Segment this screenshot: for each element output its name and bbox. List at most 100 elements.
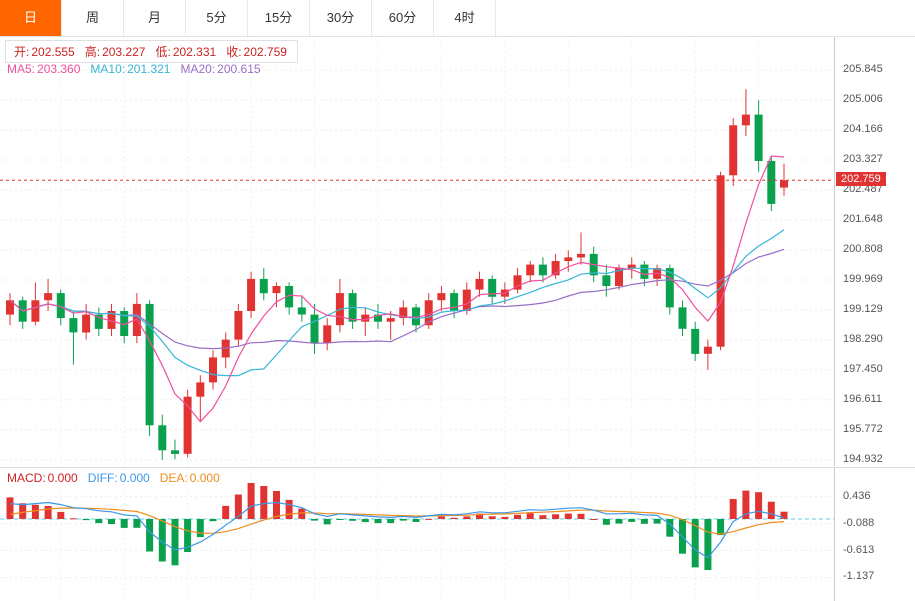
macd-histogram-bar <box>780 511 788 519</box>
interval-tabbar: 日 周 月 5分 15分 30分 60分 4时 <box>0 0 915 37</box>
diff-value: 0.000 <box>119 471 150 485</box>
tab-4hour[interactable]: 4时 <box>434 0 496 36</box>
macd-histogram-bar <box>602 519 610 525</box>
macd-histogram-bar <box>158 519 166 562</box>
ma20-value: 200.615 <box>217 62 261 76</box>
macd-histogram-bar <box>501 516 509 519</box>
macd-histogram-bar <box>577 513 585 519</box>
macd-histogram-bar <box>387 519 395 524</box>
candle-body <box>31 300 40 322</box>
macd-histogram-bar <box>552 514 560 519</box>
tab-5min[interactable]: 5分 <box>186 0 248 36</box>
candle-body <box>437 293 446 301</box>
candle-body <box>145 303 154 426</box>
price-axis-label: 199.129 <box>843 303 883 315</box>
macd-histogram-bar <box>336 519 344 520</box>
candle-body <box>577 253 585 258</box>
tab-month[interactable]: 月 <box>124 0 186 36</box>
macd-histogram-bar <box>514 514 521 519</box>
candle-body <box>551 261 560 276</box>
macd-histogram-bar <box>742 490 750 519</box>
diff-line <box>9 501 785 559</box>
macd-histogram-bar <box>666 519 674 537</box>
price-axis-label: 205.006 <box>843 93 883 105</box>
macd-histogram-bar <box>19 503 27 519</box>
candle-body <box>94 314 103 329</box>
macd-histogram-bar <box>437 516 445 519</box>
ma10-value: 201.321 <box>127 62 171 76</box>
candle-body <box>462 289 471 311</box>
close-value: 202.759 <box>243 45 287 59</box>
tab-day[interactable]: 日 <box>0 0 62 36</box>
ma5-line <box>9 155 785 423</box>
candle-body <box>513 275 522 290</box>
candle-body <box>247 278 256 311</box>
macd-histogram-bar <box>374 519 382 524</box>
ma10-label: MA10: <box>90 62 126 76</box>
macd-histogram-bar <box>133 519 141 528</box>
price-axis-label: 201.648 <box>843 213 883 225</box>
price-axis-label: 204.166 <box>843 123 883 135</box>
macd-histogram-bar <box>120 519 128 528</box>
candle-body <box>120 311 129 336</box>
candle-body <box>627 264 636 269</box>
open-label: 开: <box>14 45 30 59</box>
current-price-badge: 202.759 <box>836 172 886 186</box>
ohlc-legend: 开: 202.555 高: 203.227 低: 202.331 收: 202.759 <box>5 40 298 63</box>
macd-histogram-bar <box>412 519 420 522</box>
candle-body <box>754 114 763 161</box>
macd-histogram-bar <box>564 513 572 519</box>
candle-body <box>310 314 319 344</box>
candle-body <box>386 318 395 322</box>
candle-body <box>107 311 116 329</box>
candle-body <box>158 425 167 451</box>
tab-week[interactable]: 周 <box>62 0 124 36</box>
price-axis-label: 197.450 <box>843 363 883 375</box>
diff-label: DIFF: <box>87 471 118 485</box>
price-axis-label: 195.772 <box>843 423 883 435</box>
tab-15min[interactable]: 15分 <box>248 0 310 36</box>
candle-body <box>703 346 712 354</box>
price-axis-label: 196.611 <box>843 393 882 405</box>
macd-histogram-bar <box>311 519 318 521</box>
macd-histogram-bar <box>729 499 737 519</box>
candle-body <box>196 382 205 397</box>
macd-histogram-bar <box>323 519 331 525</box>
macd-axis-label: 0.436 <box>843 490 871 502</box>
tab-30min[interactable]: 30分 <box>310 0 372 36</box>
macd-histogram-bar <box>526 513 534 519</box>
candle-body <box>716 175 725 347</box>
macd-chart[interactable] <box>0 468 835 601</box>
price-axis-label: 203.327 <box>843 153 883 165</box>
tab-60min[interactable]: 60分 <box>372 0 434 36</box>
macd-histogram-bar <box>767 501 775 519</box>
macd-histogram-bar <box>717 519 725 536</box>
high-value: 203.227 <box>102 45 146 59</box>
candle-body <box>412 307 420 326</box>
macd-histogram-bar <box>95 519 103 524</box>
candle-body <box>209 357 217 383</box>
candle-body <box>741 114 750 126</box>
macd-histogram-bar <box>476 513 483 519</box>
macd-histogram-bar <box>108 519 115 524</box>
candlestick-chart[interactable] <box>0 36 835 466</box>
candle-body <box>69 318 78 333</box>
candle-body <box>665 268 674 308</box>
price-axis-label: 199.969 <box>843 273 883 285</box>
macd-histogram-bar <box>615 519 623 524</box>
candle-body <box>564 257 573 261</box>
candle-body <box>272 286 281 294</box>
macd-histogram-bar <box>6 497 14 519</box>
macd-histogram-bar <box>399 519 407 521</box>
candle-body <box>183 396 192 454</box>
macd-axis-label: -1.137 <box>843 570 875 582</box>
macd-histogram-bar <box>755 492 763 519</box>
macd-histogram-bar <box>69 518 77 520</box>
candle-body <box>691 328 700 354</box>
macd-histogram-bar <box>196 519 204 538</box>
macd-axis-label: -0.613 <box>843 544 875 556</box>
macd-value: 0.000 <box>47 471 78 485</box>
macd-histogram-bar <box>285 499 293 519</box>
macd-histogram-bar <box>44 506 52 519</box>
candle-body <box>526 264 535 276</box>
